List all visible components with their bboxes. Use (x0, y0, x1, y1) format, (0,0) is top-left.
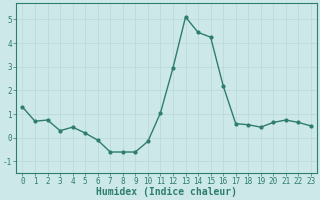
X-axis label: Humidex (Indice chaleur): Humidex (Indice chaleur) (96, 187, 237, 197)
